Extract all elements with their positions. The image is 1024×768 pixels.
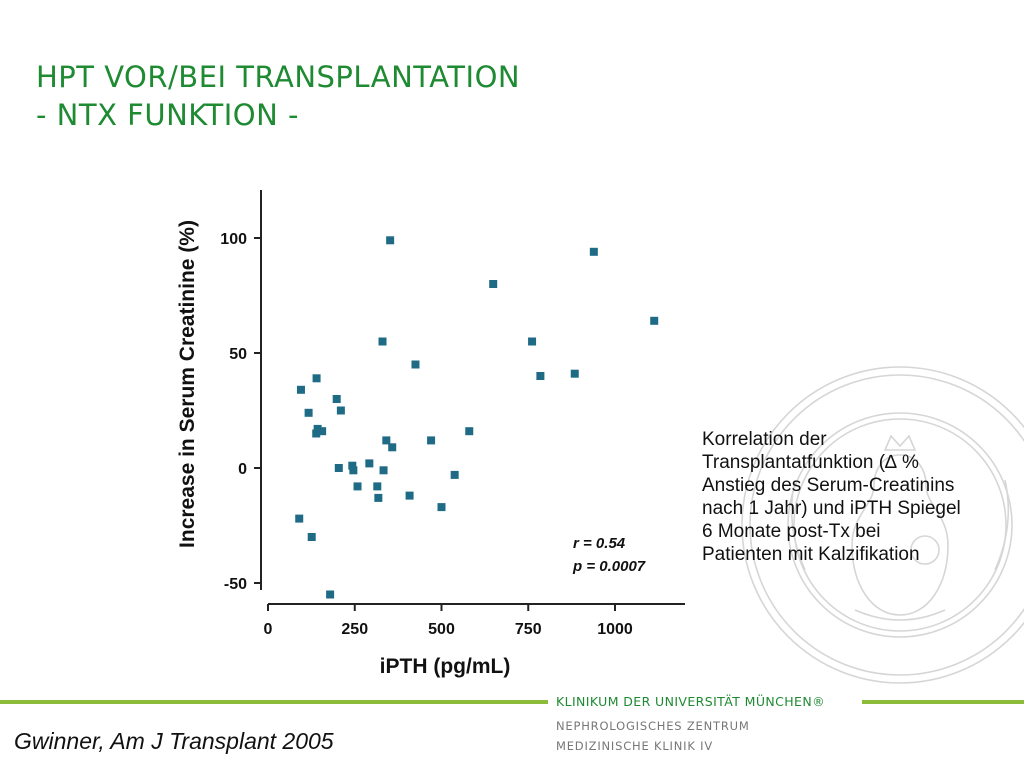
x-axis-ticks: 0 250 500 750 1000 [264,604,633,638]
data-point [386,236,395,245]
caption-text: Korrelation der Transplantatfunktion (∆ … [702,428,1020,566]
data-point [450,470,459,479]
x-tick-label: 500 [428,621,455,638]
caption-line-5: 6 Monate post-Tx bei [702,521,881,542]
data-point [307,533,316,541]
y-tick-label: 0 [238,461,247,478]
data-point [536,372,545,380]
data-point [650,316,659,325]
annotation-r-value: r = 0.54 [573,535,626,552]
x-tick-label: 1000 [597,621,633,638]
citation: Gwinner, Am J Transplant 2005 [14,728,334,754]
y-tick-label: 50 [229,346,247,363]
data-point [411,360,420,369]
caption-line-4: nach 1 Jahr) und iPTH Spiegel [702,498,961,519]
data-point [353,482,362,491]
data-point [489,280,498,288]
x-tick-label: 250 [341,621,368,638]
data-point [349,466,358,475]
scatter-points [295,236,659,599]
data-point [570,369,579,378]
x-tick-label: 0 [264,621,273,638]
data-point [465,427,474,436]
y-axis-title: Increase in Serum Creatinine (%) [176,220,199,548]
data-point [318,427,327,436]
data-point [388,443,397,452]
data-point [427,436,436,445]
data-point [378,337,387,346]
annotation-p-value: p = 0.0007 [572,558,646,575]
slide-title: HPT VOR/BEI TRANSPLANTATION - NTX FUNKTI… [36,58,520,134]
data-point [304,408,313,417]
footer-rule-right [862,700,1024,704]
slide-title-line-1: HPT VOR/BEI TRANSPLANTATION [36,60,521,94]
data-point [312,429,321,438]
data-point [374,493,383,502]
x-axis-title: iPTH (pg/mL) [380,655,511,678]
data-point [348,461,357,470]
data-point [313,424,322,433]
x-tick-label: 750 [515,621,542,638]
clinic-department-line-2: MEDIZINISCHE KLINIK IV [556,739,713,753]
clinic-name: KLINIKUM DER UNIVERSITÄT MÜNCHEN® [556,694,825,709]
data-point [589,247,598,256]
data-point [528,337,537,346]
data-point [326,590,335,599]
caption-line-6: Patienten mit Kalzifikation [702,544,920,565]
data-point [382,436,391,445]
data-point [334,464,343,472]
data-point [365,459,374,468]
slide-title-line-2: - NTX FUNKTION - [36,98,300,132]
data-point [332,395,341,403]
caption-line-2: Transplantatfunktion (∆ % [702,452,919,473]
clinic-department-line-1: NEPHROLOGISCHES ZENTRUM [556,719,750,733]
data-point [437,503,446,512]
data-point [295,514,304,523]
data-point [405,491,414,500]
caption-line-1: Korrelation der [702,429,827,450]
y-tick-label: 100 [220,231,247,248]
footer-rule-left [0,700,548,704]
data-point [379,466,388,475]
y-tick-label: -50 [224,576,247,593]
y-axis-ticks: -50 0 50 100 [220,231,261,593]
caption-line-3: Anstieg des Serum-Creatinins [702,475,955,496]
data-point [296,385,305,394]
data-point [312,374,321,383]
data-point [336,406,345,415]
data-point [373,482,382,491]
university-seal-watermark [741,366,1024,684]
clinic-department: NEPHROLOGISCHES ZENTRUM MEDIZINISCHE KLI… [556,716,750,756]
